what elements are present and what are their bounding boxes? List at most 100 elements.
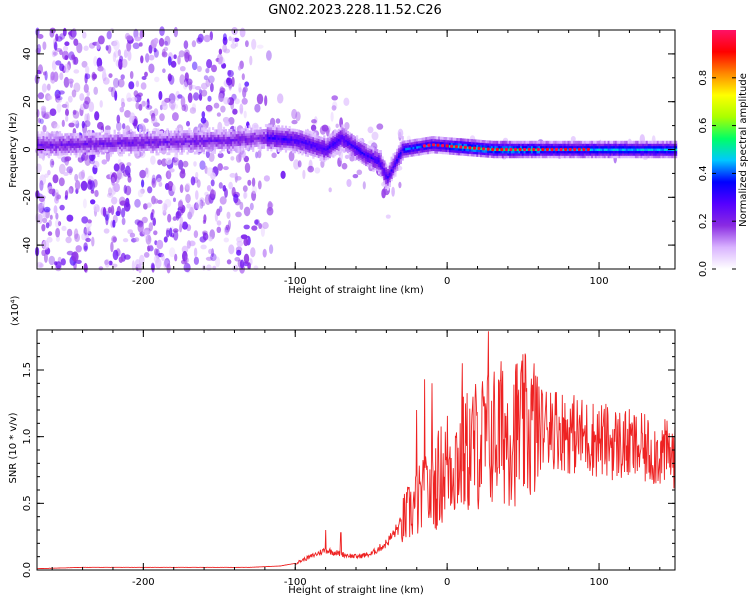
spectrogram-band-cell: [363, 154, 366, 158]
spectrogram-cell: [53, 51, 58, 56]
spectrogram-band-cell: [489, 154, 492, 158]
spectrogram-band-cell: [284, 125, 288, 129]
spectrogram-band-cell: [253, 125, 257, 128]
spectrogram-band-cell: [150, 138, 153, 142]
spectrogram-band-cell: [490, 152, 494, 156]
spectrogram-band-cell: [283, 142, 286, 146]
spectrogram-cell: [117, 49, 121, 57]
spectrogram-band-cell: [654, 140, 658, 144]
spectrogram-band-cell: [230, 140, 233, 144]
spectrogram-cell: [101, 159, 108, 165]
spectrogram-band-cell: [593, 150, 596, 154]
spectrogram-band-cell: [605, 140, 608, 144]
spectrogram-band-cell: [432, 136, 435, 140]
spectrogram-band-cell: [350, 136, 353, 139]
spectrogram-band-cell: [60, 135, 63, 139]
spectrogram-band-cell: [401, 157, 404, 161]
spectrogram-band-cell: [425, 151, 428, 155]
spectrogram-band-cell: [97, 146, 100, 150]
spectrogram-band-cell: [290, 128, 293, 132]
spectrogram-band-cell: [88, 139, 91, 143]
spectrogram-band-cell: [614, 145, 617, 149]
spectrogram-band-cell: [47, 148, 51, 151]
spectrogram-band-cell: [305, 151, 308, 155]
spectrogram-cell: [134, 36, 141, 42]
spectrogram-band-cell: [248, 142, 251, 146]
spectrogram-band-cell: [212, 136, 215, 140]
spectrogram-peak: [422, 144, 426, 148]
spectrogram-band-cell: [496, 143, 499, 147]
spectrogram-band-cell: [202, 134, 206, 138]
spectrogram-cell: [56, 96, 63, 101]
spectrogram-band-cell: [330, 149, 333, 152]
spectrogram-band-cell: [366, 159, 370, 163]
spectrogram-band-cell: [89, 147, 93, 150]
spectrogram-band-cell: [445, 141, 448, 145]
spectrogram-band-cell: [166, 140, 169, 144]
spectrogram-band-cell: [321, 144, 324, 148]
spectrogram-band-cell: [607, 143, 610, 147]
spectrogram-band-cell: [399, 149, 402, 153]
spectrogram-band-cell: [523, 143, 526, 147]
spectrogram-cell: [42, 124, 47, 133]
spectrogram-band-cell: [474, 141, 477, 145]
spectrogram-band-cell: [157, 147, 160, 151]
spectrogram-cell: [63, 63, 70, 73]
spectrogram-cell: [173, 197, 176, 203]
spectrogram-band-cell: [42, 145, 45, 149]
spectrogram-cell: [207, 75, 215, 84]
spectrogram-band-cell: [301, 133, 304, 137]
spectrogram-band-cell: [567, 143, 570, 147]
spectrogram-band-cell: [228, 133, 231, 137]
spectrogram-band-cell: [629, 155, 632, 159]
spectrogram-band-cell: [197, 139, 200, 143]
spectrogram-band-cell: [328, 155, 331, 159]
spectrogram-peak: [573, 147, 577, 152]
spectrogram-band-cell: [620, 150, 623, 154]
spectrogram-band-cell: [294, 150, 297, 154]
spectrogram-band-cell: [476, 146, 479, 150]
spectrogram-cell: [291, 108, 298, 120]
spectrogram-band-cell: [368, 150, 371, 154]
spectrogram-cell: [156, 239, 164, 250]
spectrogram-band-cell: [208, 148, 211, 152]
spectrogram-band-cell: [636, 145, 639, 149]
spectrogram-cell: [129, 232, 136, 238]
spectrogram-band-cell: [148, 133, 151, 137]
spectrogram-cell: [50, 71, 56, 81]
spectrogram-band-cell: [312, 139, 315, 142]
spectrogram-band-cell: [230, 148, 233, 152]
spectrogram-band-cell: [580, 145, 583, 149]
spectrogram-band-cell: [328, 148, 331, 151]
spectrogram-band-cell: [374, 157, 377, 161]
spectrogram-band-cell: [669, 140, 672, 144]
spectrogram-cell: [210, 179, 215, 187]
spectrogram-cell: [190, 176, 196, 186]
spectrogram-band-cell: [325, 157, 328, 161]
spectrogram-cell: [262, 248, 267, 258]
spectrogram-band-cell: [310, 152, 313, 156]
spectrogram-band-cell: [315, 144, 319, 148]
spectrogram-band-cell: [297, 144, 300, 147]
spectrogram-band-cell: [306, 132, 309, 136]
spectrogram-band-cell: [250, 127, 253, 131]
spectrogram-cell: [251, 177, 256, 188]
spectrogram-band-cell: [556, 155, 559, 159]
spectrogram-peak: [541, 147, 545, 152]
spectrogram-cell: [110, 241, 114, 253]
spectrogram-band-cell: [80, 144, 83, 148]
spectrogram-band-cell: [102, 149, 105, 153]
spectrogram-cell: [215, 256, 221, 268]
spectrogram-cell: [75, 245, 82, 253]
spectrogram-band-cell: [155, 142, 158, 146]
spectrogram-band-cell: [128, 138, 131, 142]
spectrogram-cell: [223, 48, 231, 54]
spectrogram-peak: [518, 147, 522, 152]
spectrogram-band-cell: [58, 138, 62, 142]
spectrogram-band-cell: [624, 155, 627, 159]
spectrogram-band-cell: [323, 144, 326, 148]
spectrogram-band-cell: [286, 137, 289, 141]
spectrogram-band-cell: [675, 140, 678, 144]
spectrogram-cell: [213, 102, 220, 109]
spectrogram-band-cell: [219, 136, 222, 140]
